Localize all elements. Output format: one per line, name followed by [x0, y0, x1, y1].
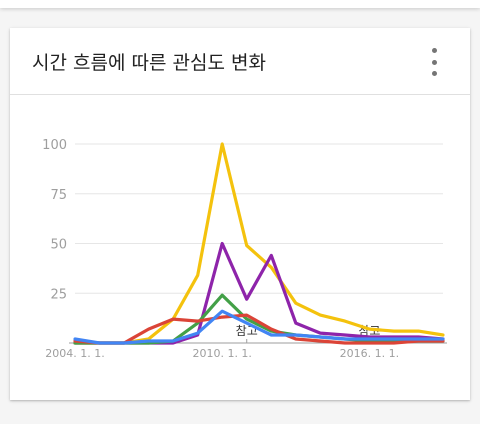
card-header: 시간 흐름에 따른 관심도 변화 [10, 28, 470, 95]
y-tick-label: 75 [50, 188, 67, 203]
interest-line-chart: 100 75 50 25 2004. 1. 1. 2010. 1. 1. 2016. 1. … [42, 138, 447, 360]
interest-over-time-card: 시간 흐름에 따른 관심도 변화 100 75 50 25 2004. 1. 1. 201… [10, 28, 470, 400]
menu-dot [431, 48, 437, 53]
card-title: 시간 흐름에 따른 관심도 변화 [32, 52, 266, 74]
y-tick-label: 50 [50, 238, 67, 253]
more-vert-icon[interactable] [422, 48, 446, 76]
top-app-strip [0, 0, 480, 8]
y-tick-label: 25 [50, 287, 67, 302]
x-tick-label: 2016. 1. 1. [340, 347, 399, 360]
menu-dot [431, 59, 437, 65]
series-line [73, 309, 445, 345]
x-tick-label: 2010. 1. 1. [192, 347, 251, 360]
x-tick-label: 2004. 1. 1. [45, 347, 104, 360]
y-tick-label: 100 [42, 138, 67, 153]
menu-dot [431, 71, 437, 76]
series-line [73, 313, 445, 345]
